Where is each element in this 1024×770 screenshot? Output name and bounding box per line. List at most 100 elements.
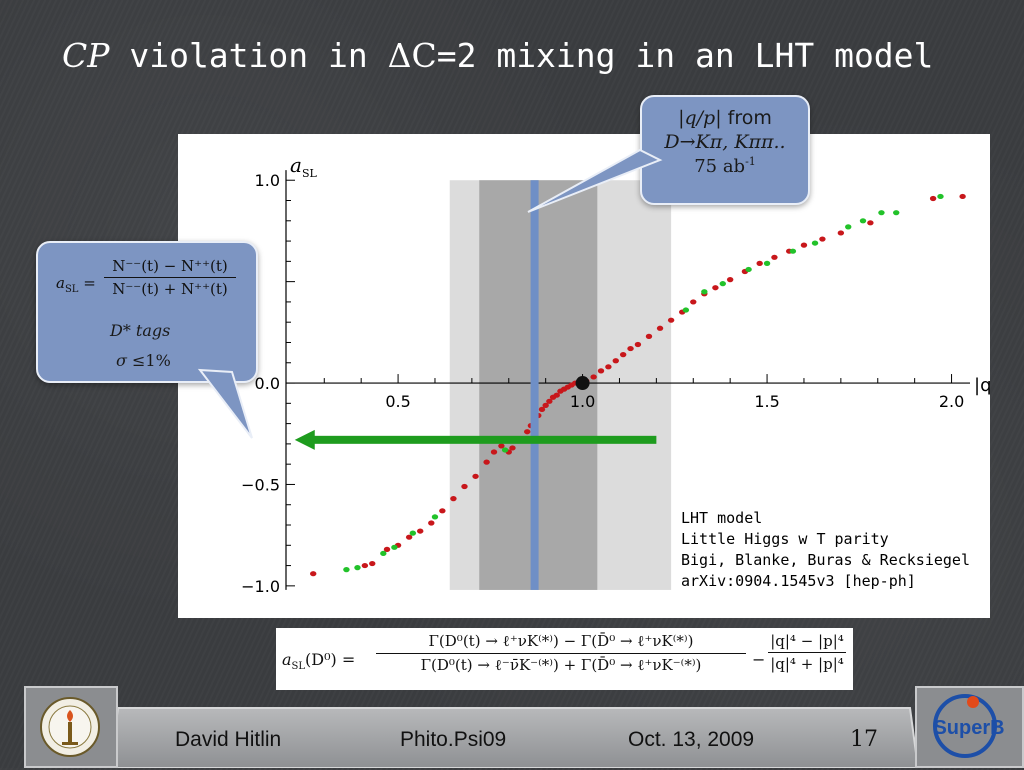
green-data-point <box>845 224 852 230</box>
asl-definition-callout: aSL = N⁻⁻(t) − N⁺⁺(t) N⁻⁻(t) + N⁺⁺(t) D*… <box>36 241 258 383</box>
red-data-point <box>417 528 424 534</box>
formula-main-fraction: Γ(D⁰(t) → ℓ⁺νK⁽*⁾) − Γ(D̄⁰ → ℓ⁺νK⁽*⁾) Γ(… <box>376 632 746 675</box>
green-data-point <box>789 248 797 254</box>
measurement-line <box>530 180 539 590</box>
x-tick-label: 1.5 <box>754 392 779 411</box>
red-data-point <box>627 345 634 352</box>
sigma-requirement: σ ≤1% <box>116 351 171 370</box>
red-data-point <box>546 398 553 404</box>
y-tick-label: −1.0 <box>241 577 280 596</box>
red-data-point <box>490 449 498 455</box>
formula-lhs-sub: SL <box>291 661 306 673</box>
green-data-point <box>343 567 350 573</box>
green-data-point <box>763 260 771 266</box>
x-axis-label: |q/p| <box>974 375 990 396</box>
qp-from: from <box>721 107 772 129</box>
superb-logo-text: SuperB <box>933 717 1004 739</box>
sigma-symbol: σ <box>116 351 127 370</box>
sigma-value: ≤1% <box>126 351 171 370</box>
green-data-point <box>878 210 885 216</box>
red-data-point <box>612 358 619 364</box>
x-tick-label: 0.5 <box>385 392 410 411</box>
red-data-point <box>756 260 763 266</box>
asl-eq: = <box>78 274 96 292</box>
fraction-bar <box>768 652 846 653</box>
footer-date: Oct. 13, 2009 <box>628 728 755 751</box>
formula-qp-fraction: |q|⁴ − |p|⁴ |q|⁴ + |p|⁴ <box>768 632 846 673</box>
y-tick-label: 1.0 <box>255 171 280 190</box>
red-data-point <box>929 195 937 202</box>
y-tick-label: 0.0 <box>255 374 280 393</box>
red-data-point <box>383 546 391 552</box>
luminosity-exponent: -1 <box>745 155 756 168</box>
sm-point-marker <box>575 376 590 391</box>
x-tick-label: 2.0 <box>939 392 964 411</box>
red-data-point <box>605 364 612 370</box>
red-data-point <box>597 368 605 374</box>
y-tick-label: −0.5 <box>241 475 280 494</box>
footer-author: David Hitlin <box>175 728 282 751</box>
red-data-point <box>726 277 734 283</box>
asl-lhs-a: a <box>56 274 65 292</box>
fraction-bar <box>104 277 236 278</box>
green-data-point <box>431 514 439 520</box>
red-data-point <box>450 496 457 502</box>
red-data-point <box>645 333 653 339</box>
arrow-head <box>294 429 315 450</box>
formula-lhs-arg: (D⁰) = <box>305 650 356 669</box>
red-data-point <box>712 285 719 291</box>
fraction-bar <box>376 653 746 654</box>
red-data-point <box>800 242 808 248</box>
red-data-point <box>498 443 505 449</box>
qp-callout-line1: |q/p| from <box>642 107 808 129</box>
green-data-point <box>682 307 690 313</box>
asl-numerator: N⁻⁻(t) − N⁺⁺(t) <box>112 257 228 275</box>
green-data-point <box>391 544 398 550</box>
green-data-point <box>937 193 944 200</box>
formula-lhs: aSL(D⁰) = <box>282 650 355 672</box>
red-data-point <box>369 560 376 567</box>
green-data-point <box>893 210 900 216</box>
lht-model-note: LHT model Little Higgs w T parity Bigi, … <box>681 508 970 592</box>
asl-lhs-sub: SL <box>64 284 79 295</box>
red-data-point <box>837 230 845 236</box>
red-data-point <box>959 193 966 200</box>
green-data-point <box>409 530 417 536</box>
lht-line4: arXiv:0904.1545v3 [hep-ph] <box>681 572 916 590</box>
red-data-point <box>361 562 369 569</box>
lht-line1: LHT model <box>681 509 763 527</box>
superb-logo-box: SuperB <box>915 686 1024 768</box>
asl-lhs: aSL = <box>56 274 96 295</box>
green-data-point <box>501 447 509 453</box>
title-delta-c: ΔC <box>387 36 437 75</box>
slide-title: CP violation in ΔC=2 mixing in an LHT mo… <box>62 36 933 75</box>
red-data-point <box>428 520 435 526</box>
red-data-point <box>867 220 874 226</box>
red-data-point <box>310 571 317 577</box>
red-data-point <box>690 299 697 305</box>
y-axis-label: a <box>290 153 302 177</box>
red-data-point <box>553 392 560 398</box>
green-data-point <box>701 289 708 295</box>
asl-denominator: N⁻⁻(t) + N⁺⁺(t) <box>112 280 228 298</box>
asl-d0-formula: aSL(D⁰) = Γ(D⁰(t) → ℓ⁺νK⁽*⁾) − Γ(D̄⁰ → ℓ… <box>276 628 853 690</box>
formula-qp-denominator: |q|⁴ + |p|⁴ <box>770 655 844 673</box>
red-data-point <box>483 459 490 465</box>
superb-logo-icon: SuperB <box>933 694 1005 758</box>
plot-panel: −1.0 −0.5 0.0 1.0 0.5 1.0 1.5 2.0 aSL |q/p| <box>178 134 1015 618</box>
y-axis-label-sub: SL <box>302 167 318 180</box>
red-data-point <box>771 254 778 260</box>
green-data-point <box>859 218 867 224</box>
formula-lhs-a: a <box>282 650 292 669</box>
green-data-point <box>745 266 752 273</box>
formula-numerator: Γ(D⁰(t) → ℓ⁺νK⁽*⁾) − Γ(D̄⁰ → ℓ⁺νK⁽*⁾) <box>428 632 694 650</box>
green-data-point <box>811 240 819 246</box>
red-data-point <box>590 374 597 380</box>
qp-callout: |q/p| from D→Kπ, Kππ.. 75 ab-1 <box>640 95 810 205</box>
arrow-shaft <box>310 435 657 444</box>
dstar-tags: D* tags <box>110 321 171 340</box>
red-data-point <box>472 473 479 479</box>
qp-math: |q/p| <box>678 107 722 129</box>
red-data-point <box>524 429 531 435</box>
green-data-point <box>354 565 361 571</box>
